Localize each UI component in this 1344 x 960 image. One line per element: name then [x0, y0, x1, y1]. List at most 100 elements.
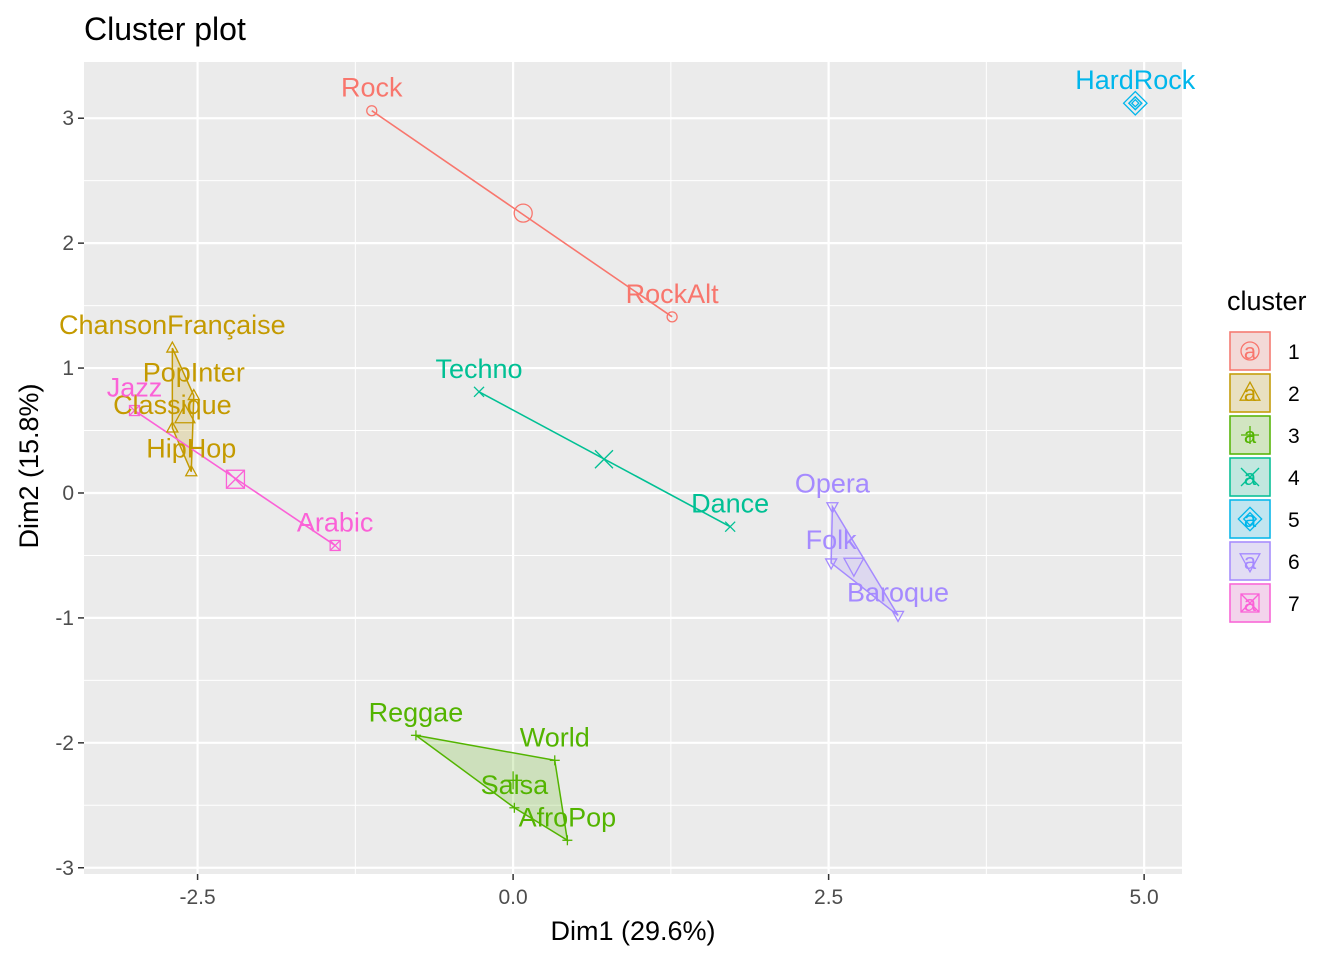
legend-key-bg — [1229, 331, 1271, 371]
y-tick-label: -3 — [55, 857, 74, 880]
cluster-center-4 — [594, 449, 614, 469]
triangle-marker — [173, 403, 196, 424]
legend-key-glyph: a — [1244, 423, 1257, 448]
cluster-center-1 — [513, 203, 533, 223]
data-point — [666, 311, 678, 323]
legend-key-3: a — [1229, 415, 1271, 455]
legend-key-marker — [1240, 467, 1260, 487]
data-point — [824, 558, 838, 571]
diamond-marker-inner — [1130, 98, 1140, 108]
point-label: Jazz — [107, 373, 163, 403]
legend-key-5: a — [1229, 499, 1271, 539]
data-point — [509, 802, 520, 813]
x-tick-label: 0.0 — [499, 886, 528, 909]
triangle-down-marker — [891, 610, 905, 623]
point-label: Salsa — [481, 770, 550, 800]
point-label: HardRock — [1075, 65, 1196, 95]
square-marker-x2 — [225, 469, 245, 489]
gridlines — [84, 62, 1182, 874]
cross-marker-b — [594, 449, 614, 469]
legend-label: 4 — [1288, 467, 1300, 490]
point-label: HipHop — [146, 434, 236, 464]
legend-label: 3 — [1288, 425, 1300, 448]
square-marker-x2 — [329, 539, 341, 551]
legend-key-swatch — [1229, 331, 1271, 371]
legend-label: 5 — [1288, 509, 1300, 532]
legend-key-6: a — [1229, 541, 1271, 581]
x-tick-label: -2.5 — [179, 886, 215, 909]
legend-key-swatch — [1229, 373, 1271, 413]
data-point — [562, 835, 573, 846]
plot-panel — [84, 62, 1182, 874]
triangle-marker — [1239, 380, 1261, 401]
legend: cluster a 1 a 2 a 3 a 4 a 5 a 6 a 7 — [1227, 286, 1307, 623]
triangle-marker — [165, 340, 179, 353]
legend-key-glyph: a — [1244, 549, 1257, 574]
legend-label: 7 — [1288, 593, 1300, 616]
diamond-marker-inner — [1242, 511, 1258, 527]
legend-key-marker — [1241, 426, 1259, 444]
legend-key-marker — [1239, 380, 1261, 401]
cross-marker-b — [473, 386, 485, 398]
legend-key-4: a — [1229, 457, 1271, 497]
legend-label: 2 — [1288, 383, 1300, 406]
legend-key-2: a — [1229, 373, 1271, 413]
point-label: Rock — [341, 73, 403, 103]
point-label: Arabic — [297, 507, 374, 537]
legend-key-glyph: a — [1244, 381, 1257, 406]
y-tick-label: 0 — [62, 482, 74, 505]
y-axis-title: Dim2 (15.8%) — [14, 383, 44, 548]
x-axis: -2.5 0.0 2.5 5.0 — [179, 874, 1159, 909]
square-marker — [329, 539, 341, 552]
point-label: Opera — [795, 469, 871, 499]
y-tick-label: 2 — [62, 232, 74, 255]
cluster-center-6 — [842, 557, 865, 578]
point-label: Reggae — [369, 697, 464, 727]
legend-key-swatch — [1229, 541, 1271, 581]
plot-background — [84, 62, 1182, 874]
data-point — [165, 340, 179, 353]
point-label: PopInter — [143, 358, 245, 388]
data-point — [825, 502, 840, 515]
cluster-center-5 — [1122, 90, 1148, 116]
data-point — [724, 521, 736, 533]
triangle-marker — [184, 464, 198, 477]
legend-key-marker — [1239, 553, 1261, 574]
legend-key-marker — [1237, 506, 1263, 532]
cross-marker-b — [724, 521, 736, 533]
cluster-points — [128, 90, 1148, 846]
legend-key-marker — [1240, 593, 1260, 613]
cross-marker-b — [1240, 467, 1260, 487]
point-label: Folk — [806, 525, 858, 555]
circle-marker — [366, 105, 378, 117]
x-axis-title: Dim1 (29.6%) — [550, 916, 715, 946]
chart-title: Cluster plot — [84, 11, 246, 47]
data-point — [473, 386, 485, 398]
cluster-center-7 — [225, 469, 246, 489]
x-tick-label: 5.0 — [1130, 886, 1159, 909]
circle-marker — [1240, 341, 1260, 361]
y-tick-label: 3 — [62, 107, 74, 130]
data-point — [891, 610, 905, 623]
legend-key-glyph: a — [1244, 507, 1257, 532]
diamond-marker-inner — [1128, 96, 1143, 111]
point-labels: Rock RockAlt ChansonFrançaise PopInterClass… — [59, 65, 1196, 832]
data-point — [187, 388, 201, 401]
legend-key-glyph: a — [1244, 339, 1257, 364]
point-label: Techno — [435, 354, 522, 384]
legend-key-bg — [1229, 541, 1271, 581]
cluster-hull-6 — [830, 504, 899, 616]
legend-key-marker — [1240, 341, 1260, 361]
data-point — [549, 755, 560, 766]
circle-marker — [666, 311, 678, 323]
legend-key-bg — [1229, 373, 1271, 413]
legend-key-glyph: a — [1244, 465, 1257, 490]
legend-key-glyph: a — [1244, 591, 1257, 616]
y-tick-label: -1 — [55, 607, 74, 630]
cluster-hull-2 — [171, 347, 195, 473]
diamond-marker — [1122, 90, 1148, 116]
legend-key-1: a — [1229, 331, 1271, 371]
legend-key-bg — [1229, 499, 1271, 539]
legend-key-swatch — [1229, 499, 1271, 539]
